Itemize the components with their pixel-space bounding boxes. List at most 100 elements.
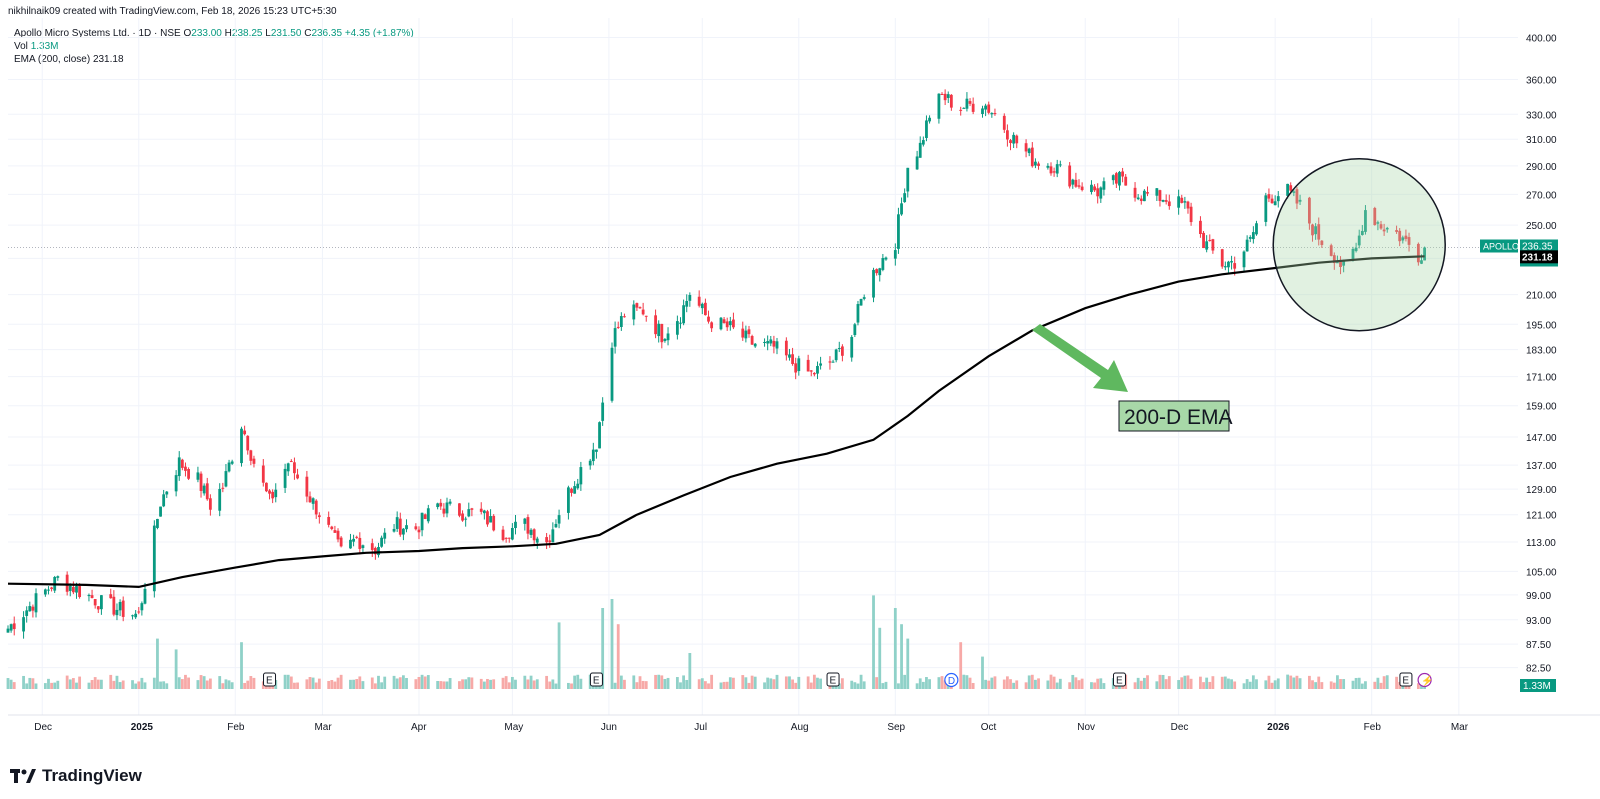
candle-body: [464, 518, 468, 520]
candle-body: [1183, 201, 1187, 203]
volume-bar: [1398, 681, 1402, 689]
candle-body: [1142, 190, 1146, 202]
volume-bar: [1046, 680, 1050, 689]
candle-body: [162, 494, 166, 507]
candles-group: [6, 89, 1426, 639]
volume-bar: [1382, 676, 1386, 689]
volume-bar: [1339, 679, 1342, 689]
candle-body: [1099, 187, 1103, 199]
volume-bar: [112, 680, 116, 689]
candle-body: [1220, 249, 1224, 267]
volume-bar: [567, 682, 570, 689]
volume-bar: [551, 679, 555, 689]
candle-body: [75, 586, 78, 593]
tradingview-logo[interactable]: TradingView: [10, 766, 142, 786]
candle-body: [271, 491, 275, 499]
candle-body: [1398, 230, 1402, 242]
candle-body: [1161, 199, 1165, 202]
volume-bar: [548, 681, 552, 689]
earnings-marker: [1399, 672, 1413, 687]
candle-body: [1102, 181, 1106, 190]
volume-bar: [373, 683, 377, 689]
candle-body: [370, 543, 374, 550]
candle-body: [940, 94, 944, 96]
volume-bar: [510, 676, 514, 689]
candle-body: [971, 103, 975, 112]
volume-bar: [109, 674, 113, 689]
volume-bar: [1416, 683, 1420, 689]
candle-body: [679, 322, 682, 324]
volume-bar: [305, 679, 309, 689]
volume-bar: [355, 679, 359, 689]
volume-bar: [1354, 677, 1358, 689]
volume-bar: [573, 675, 577, 689]
candle-body: [962, 107, 966, 109]
candle-body: [1416, 243, 1420, 263]
legend-high-label: H: [224, 28, 232, 39]
candle-body: [1227, 261, 1230, 268]
candle-body: [763, 341, 766, 343]
volume-bar: [707, 683, 710, 689]
volume-bar: [523, 675, 527, 689]
candle-body: [445, 502, 449, 514]
volume-bar: [921, 681, 925, 689]
candle-body: [1068, 165, 1072, 187]
candle-body: [492, 515, 496, 531]
candle-body: [383, 532, 387, 539]
candle-body: [588, 460, 592, 466]
candle-body: [1139, 198, 1143, 201]
volume-bar: [1364, 681, 1367, 689]
candle-body: [897, 214, 900, 249]
volume-bar: [806, 676, 810, 689]
candle-body: [598, 422, 601, 449]
volume-bar: [837, 683, 841, 689]
candle-body: [1292, 191, 1296, 193]
legend-ema: 231.18: [92, 54, 124, 65]
volume-bar: [529, 675, 533, 689]
volume-bar: [402, 675, 405, 689]
candle-body: [336, 530, 340, 540]
highlight-circle: [1272, 157, 1446, 332]
y-tick-label: 93.00: [1526, 616, 1551, 627]
volume-bar: [1308, 675, 1311, 689]
volume-bar: [1270, 682, 1274, 689]
candle-body: [1364, 210, 1367, 232]
volume-bar: [1233, 681, 1237, 689]
volume-bar: [1080, 678, 1084, 689]
candle-body: [501, 529, 505, 540]
volume-bar: [240, 642, 243, 689]
volume-bar: [47, 678, 50, 689]
volume-bar: [685, 679, 689, 689]
volume-bar: [221, 683, 225, 689]
volume-bar: [121, 680, 125, 689]
candle-body: [1199, 220, 1202, 235]
volume-bar: [722, 681, 726, 689]
candle-body: [311, 498, 315, 504]
candle-body: [482, 510, 486, 514]
candle-body: [71, 586, 75, 593]
candle-body: [872, 269, 875, 298]
candle-body: [816, 365, 819, 374]
volume-bar: [417, 676, 421, 689]
volume-bar: [380, 682, 384, 689]
candle-body: [753, 343, 757, 347]
candle-body: [426, 508, 430, 522]
volume-bar: [872, 595, 875, 689]
candle-body: [249, 450, 253, 461]
volume-bar: [458, 681, 461, 689]
candle-body: [744, 330, 748, 339]
candle-body: [949, 94, 953, 108]
candle-body: [725, 321, 729, 328]
x-tick-label: May: [504, 722, 523, 733]
candle-body: [143, 588, 147, 604]
x-tick-label: Feb: [227, 722, 245, 733]
volume-bar: [90, 680, 94, 689]
volume-bar: [666, 677, 670, 689]
candle-body: [184, 466, 187, 471]
volume-bar: [34, 683, 38, 689]
legend-open-label: O: [183, 28, 192, 39]
volume-bar: [1161, 674, 1165, 689]
volume-bar: [308, 677, 312, 689]
ema-tag: [1520, 250, 1558, 264]
